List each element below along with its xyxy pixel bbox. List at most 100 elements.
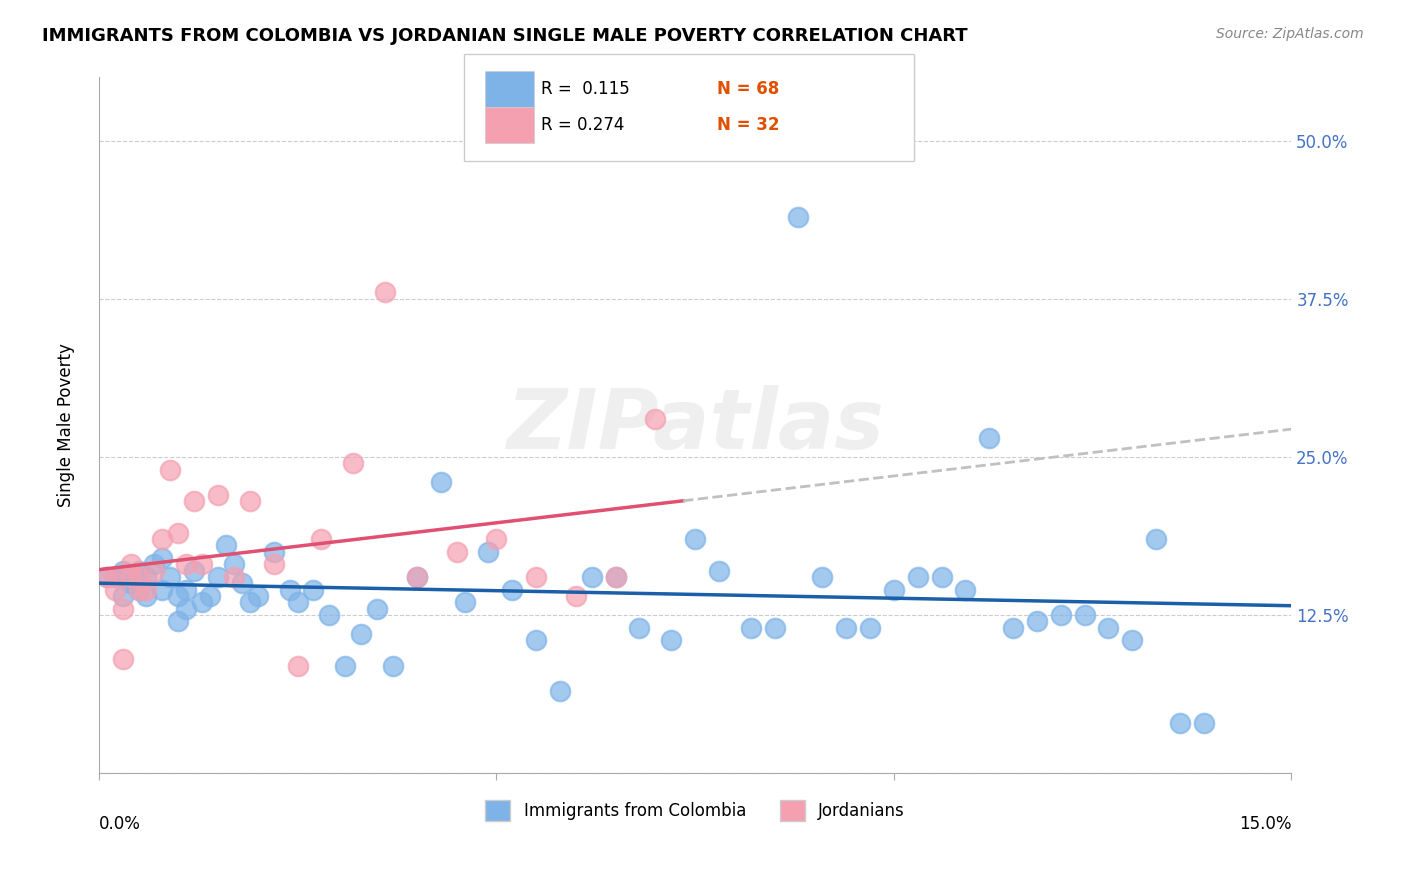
Text: 15.0%: 15.0% xyxy=(1239,815,1291,833)
Immigrants from Colombia xyxy=(96,570,118,584)
Jordanians xyxy=(143,564,166,578)
Jordanians xyxy=(128,570,150,584)
Immigrants from Colombia xyxy=(246,589,269,603)
Immigrants from Colombia xyxy=(111,564,134,578)
Immigrants from Colombia xyxy=(366,601,388,615)
Immigrants from Colombia xyxy=(628,621,651,635)
Immigrants from Colombia xyxy=(381,658,404,673)
Immigrants from Colombia xyxy=(1025,615,1047,629)
Jordanians xyxy=(565,589,588,603)
Immigrants from Colombia xyxy=(111,589,134,603)
Immigrants from Colombia xyxy=(152,582,174,597)
Immigrants from Colombia xyxy=(302,582,325,597)
Jordanians xyxy=(120,570,142,584)
Immigrants from Colombia xyxy=(174,582,197,597)
Jordanians xyxy=(152,532,174,546)
Jordanians xyxy=(605,570,627,584)
Jordanians xyxy=(207,488,229,502)
Immigrants from Colombia xyxy=(174,601,197,615)
Immigrants from Colombia xyxy=(239,595,262,609)
Immigrants from Colombia xyxy=(605,570,627,584)
Immigrants from Colombia xyxy=(763,621,786,635)
Text: Source: ZipAtlas.com: Source: ZipAtlas.com xyxy=(1216,27,1364,41)
Text: 0.0%: 0.0% xyxy=(98,815,141,833)
Immigrants from Colombia xyxy=(143,558,166,572)
Jordanians xyxy=(120,558,142,572)
Immigrants from Colombia xyxy=(501,582,523,597)
Jordanians xyxy=(524,570,547,584)
Immigrants from Colombia xyxy=(207,570,229,584)
Immigrants from Colombia xyxy=(191,595,214,609)
Immigrants from Colombia xyxy=(931,570,953,584)
Immigrants from Colombia xyxy=(135,570,157,584)
Jordanians xyxy=(446,545,468,559)
Immigrants from Colombia xyxy=(811,570,834,584)
Jordanians xyxy=(128,582,150,597)
Immigrants from Colombia xyxy=(159,570,181,584)
Jordanians xyxy=(405,570,427,584)
Immigrants from Colombia xyxy=(1097,621,1119,635)
Jordanians xyxy=(239,494,262,508)
Immigrants from Colombia xyxy=(477,545,499,559)
Immigrants from Colombia xyxy=(350,627,373,641)
Jordanians xyxy=(191,558,214,572)
Y-axis label: Single Male Poverty: Single Male Poverty xyxy=(58,343,75,508)
Text: N = 68: N = 68 xyxy=(717,80,779,98)
Immigrants from Colombia xyxy=(183,564,205,578)
Jordanians xyxy=(135,582,157,597)
Immigrants from Colombia xyxy=(453,595,475,609)
Immigrants from Colombia xyxy=(1073,608,1095,623)
Immigrants from Colombia xyxy=(955,582,977,597)
Jordanians xyxy=(104,582,127,597)
Immigrants from Colombia xyxy=(740,621,762,635)
Immigrants from Colombia xyxy=(1144,532,1167,546)
Immigrants from Colombia xyxy=(1002,621,1025,635)
Immigrants from Colombia xyxy=(835,621,858,635)
Immigrants from Colombia xyxy=(128,582,150,597)
Immigrants from Colombia xyxy=(120,576,142,591)
Jordanians xyxy=(167,525,190,540)
Immigrants from Colombia xyxy=(787,210,810,224)
Jordanians xyxy=(342,456,364,470)
Jordanians xyxy=(287,658,309,673)
Immigrants from Colombia xyxy=(405,570,427,584)
Immigrants from Colombia xyxy=(215,539,238,553)
Immigrants from Colombia xyxy=(581,570,603,584)
Text: ZIPatlas: ZIPatlas xyxy=(506,384,884,466)
Immigrants from Colombia xyxy=(278,582,301,597)
Jordanians xyxy=(644,412,666,426)
Jordanians xyxy=(263,558,285,572)
Immigrants from Colombia xyxy=(683,532,706,546)
Text: R =  0.115: R = 0.115 xyxy=(541,80,630,98)
Immigrants from Colombia xyxy=(1192,715,1215,730)
Jordanians xyxy=(159,462,181,476)
Jordanians xyxy=(111,652,134,666)
Immigrants from Colombia xyxy=(167,589,190,603)
Immigrants from Colombia xyxy=(1049,608,1071,623)
Jordanians xyxy=(311,532,333,546)
Immigrants from Colombia xyxy=(263,545,285,559)
Immigrants from Colombia xyxy=(859,621,882,635)
Jordanians xyxy=(111,601,134,615)
Immigrants from Colombia xyxy=(231,576,253,591)
Immigrants from Colombia xyxy=(429,475,451,490)
Immigrants from Colombia xyxy=(979,431,1001,445)
Immigrants from Colombia xyxy=(198,589,221,603)
Immigrants from Colombia xyxy=(222,558,245,572)
Immigrants from Colombia xyxy=(152,551,174,566)
Immigrants from Colombia xyxy=(1168,715,1191,730)
Immigrants from Colombia xyxy=(287,595,309,609)
Immigrants from Colombia xyxy=(318,608,340,623)
Immigrants from Colombia xyxy=(707,564,730,578)
Immigrants from Colombia xyxy=(335,658,357,673)
Immigrants from Colombia xyxy=(524,633,547,648)
Immigrants from Colombia xyxy=(659,633,682,648)
Immigrants from Colombia xyxy=(167,615,190,629)
Text: N = 32: N = 32 xyxy=(717,116,779,134)
Text: R = 0.274: R = 0.274 xyxy=(541,116,624,134)
Jordanians xyxy=(104,570,127,584)
Text: IMMIGRANTS FROM COLOMBIA VS JORDANIAN SINGLE MALE POVERTY CORRELATION CHART: IMMIGRANTS FROM COLOMBIA VS JORDANIAN SI… xyxy=(42,27,967,45)
Jordanians xyxy=(174,558,197,572)
Immigrants from Colombia xyxy=(128,564,150,578)
Jordanians xyxy=(96,570,118,584)
